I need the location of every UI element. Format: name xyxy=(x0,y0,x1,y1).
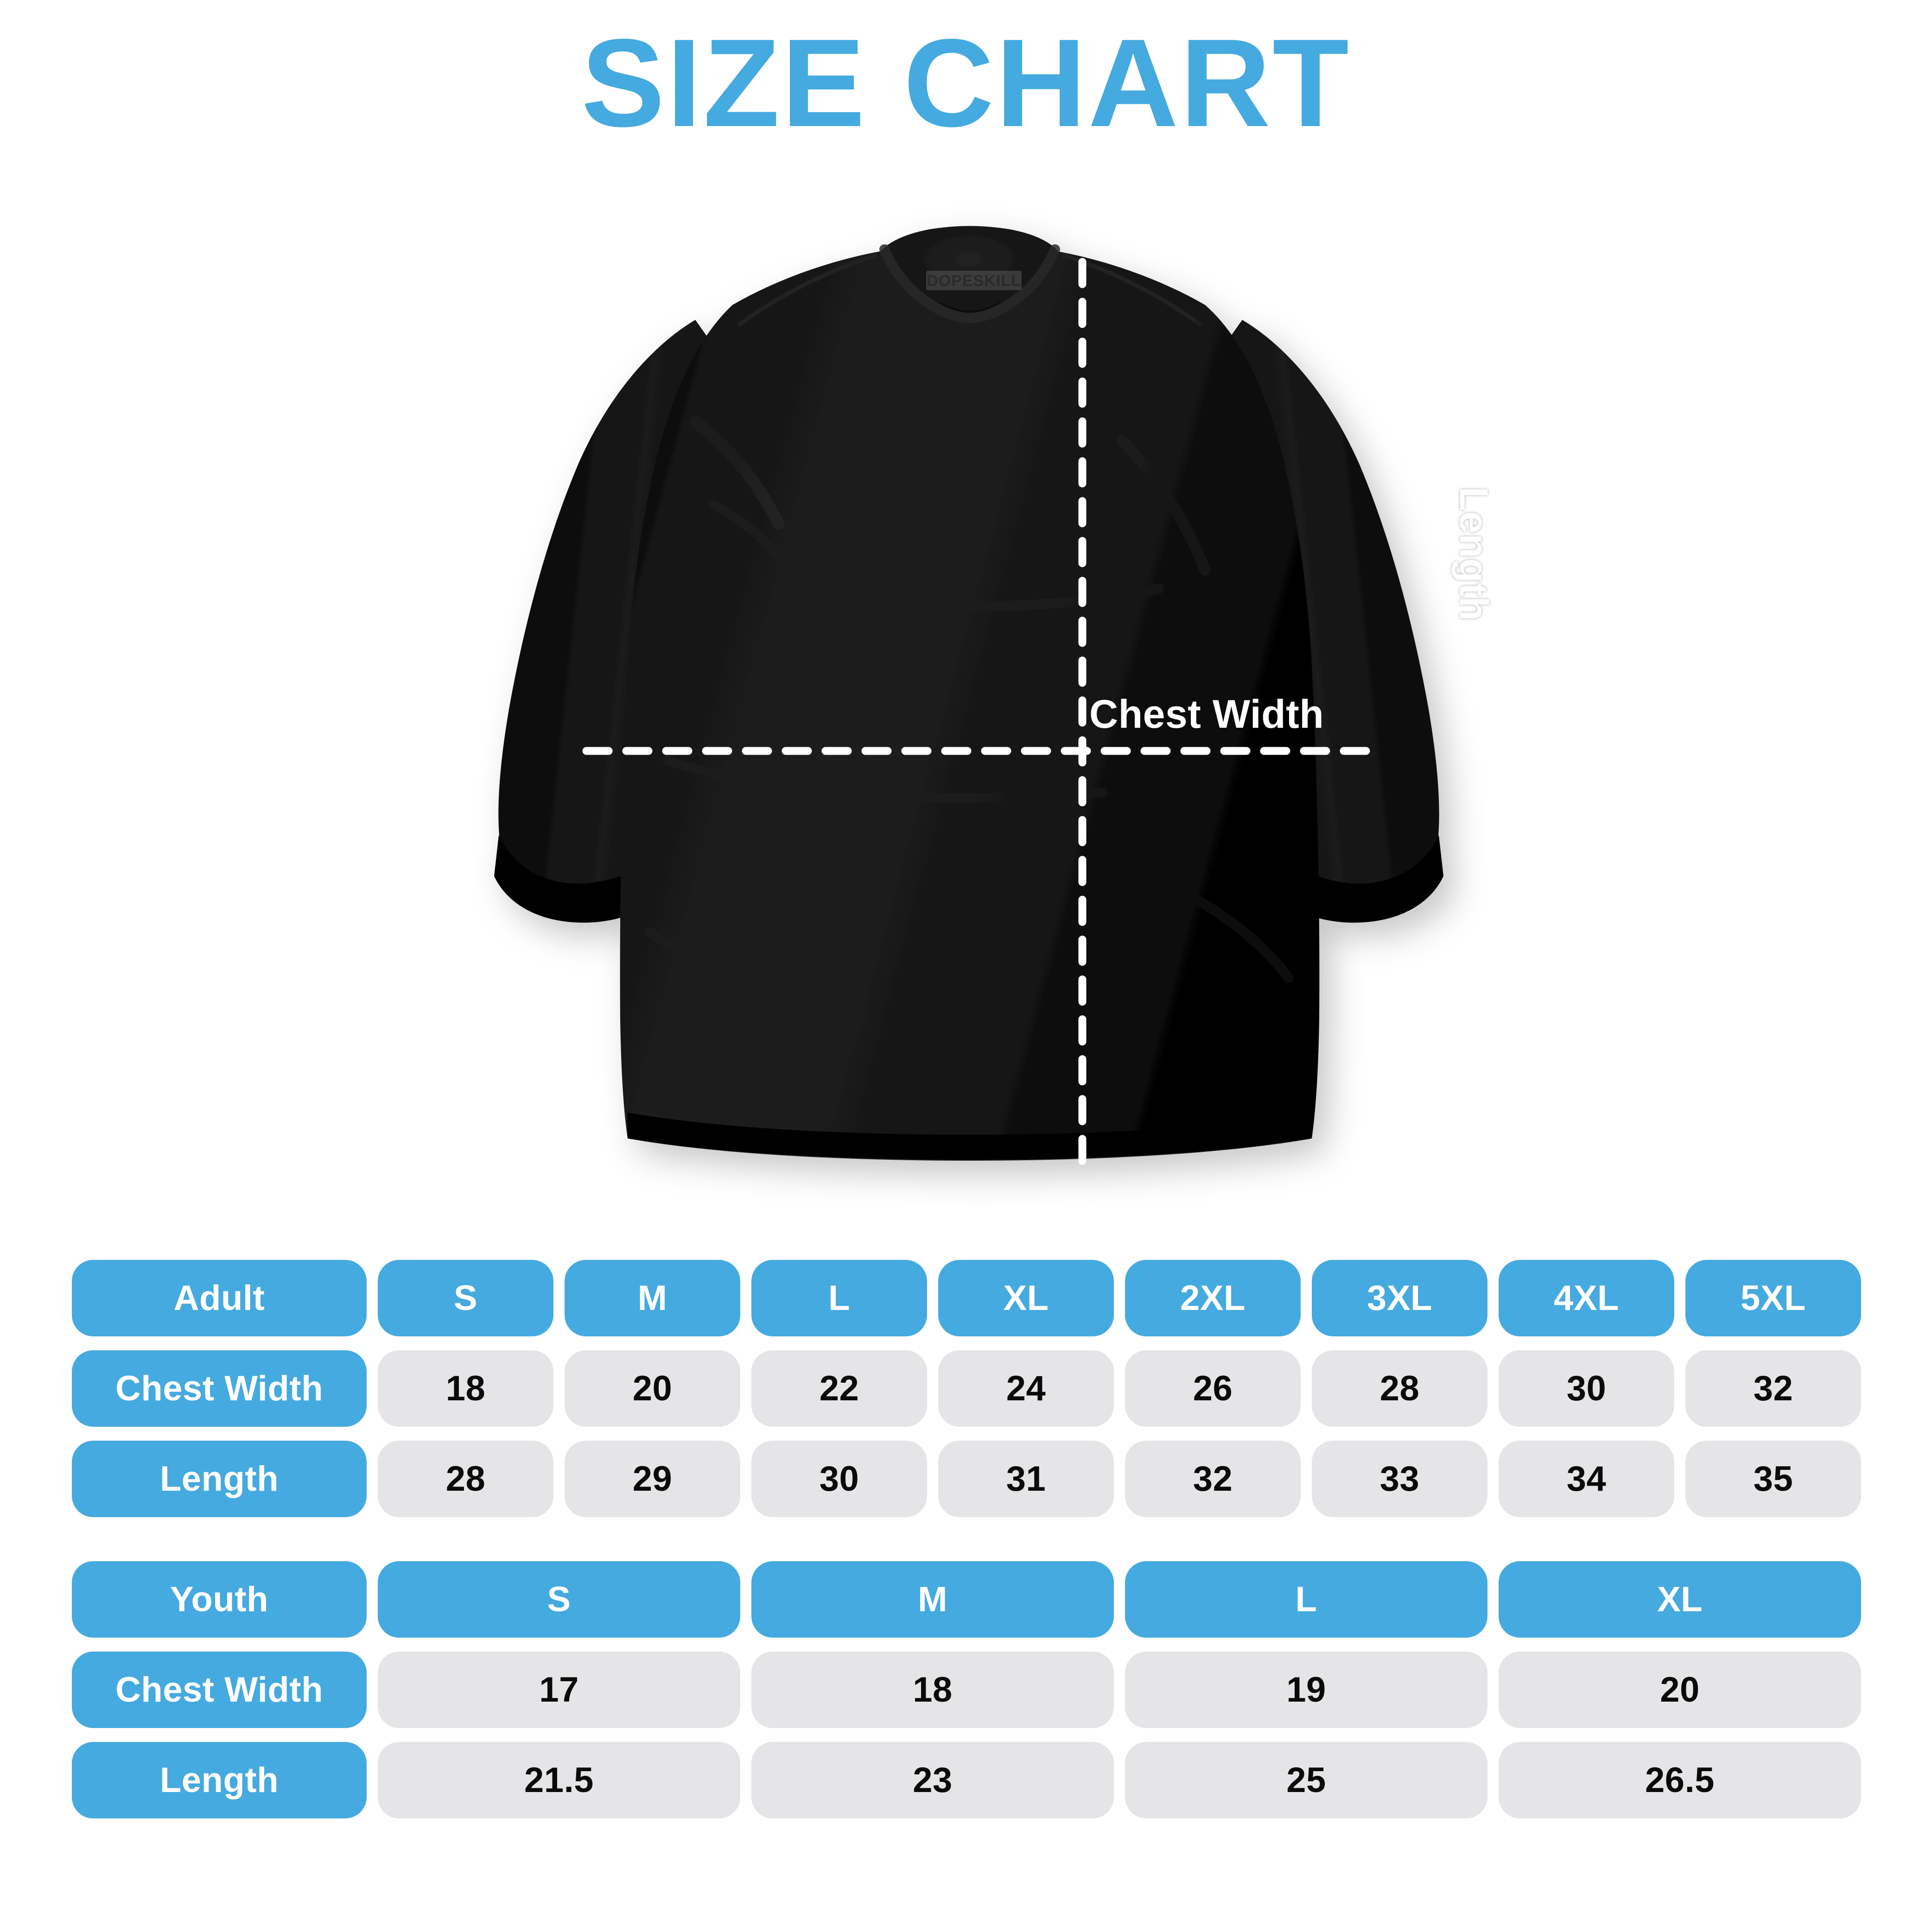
adult-chest-width-3xl: 28 xyxy=(1312,1350,1487,1427)
adult-chest-width-m: 20 xyxy=(565,1350,740,1427)
adult-chest-width-xl: 24 xyxy=(938,1350,1114,1427)
adult-length-4xl: 34 xyxy=(1499,1441,1674,1517)
youth-chest-width-label: Chest Width xyxy=(72,1652,367,1728)
youth-size-header-s[interactable]: S xyxy=(378,1561,740,1638)
youth-chest-width-xl: 20 xyxy=(1499,1652,1861,1728)
youth-table-title: Youth xyxy=(72,1561,367,1638)
youth-chest-width-row: Chest Width 17 18 19 20 xyxy=(72,1652,1861,1728)
adult-length-5xl: 35 xyxy=(1685,1441,1861,1517)
youth-header-row: Youth S M L XL xyxy=(72,1561,1861,1638)
adult-length-2xl: 32 xyxy=(1125,1441,1301,1517)
adult-chest-width-4xl: 30 xyxy=(1499,1350,1674,1427)
adult-length-l: 30 xyxy=(751,1441,927,1517)
youth-chest-width-m: 18 xyxy=(751,1652,1114,1728)
adult-size-header-4xl[interactable]: 4XL xyxy=(1499,1260,1674,1336)
adult-length-label: Length xyxy=(72,1441,367,1517)
youth-length-label: Length xyxy=(72,1742,367,1818)
adult-length-3xl: 33 xyxy=(1312,1441,1487,1517)
youth-size-header-xl[interactable]: XL xyxy=(1499,1561,1861,1638)
adult-length-xl: 31 xyxy=(938,1441,1114,1517)
chest-width-label: Chest Width xyxy=(1089,692,1324,737)
adult-size-header-5xl[interactable]: 5XL xyxy=(1685,1260,1861,1336)
adult-length-row: Length 28 29 30 31 32 33 34 35 xyxy=(72,1441,1861,1517)
adult-length-s: 28 xyxy=(378,1441,553,1517)
youth-chest-width-s: 17 xyxy=(378,1652,740,1728)
adult-length-m: 29 xyxy=(565,1441,740,1517)
adult-table-title: Adult xyxy=(72,1260,367,1336)
adult-size-header-3xl[interactable]: 3XL xyxy=(1312,1260,1487,1336)
youth-length-s: 21.5 xyxy=(378,1742,740,1818)
adult-chest-width-s: 18 xyxy=(378,1350,553,1427)
adult-size-header-xl[interactable]: XL xyxy=(938,1260,1114,1336)
page-title: SIZE CHART xyxy=(581,13,1351,153)
youth-size-table: Youth S M L XL Chest Width 17 18 19 20 L… xyxy=(72,1561,1861,1818)
adult-size-header-l[interactable]: L xyxy=(751,1260,927,1336)
adult-chest-width-2xl: 26 xyxy=(1125,1350,1301,1427)
adult-size-header-2xl[interactable]: 2XL xyxy=(1125,1260,1301,1336)
svg-text:DOPESKILL: DOPESKILL xyxy=(927,272,1021,290)
youth-length-l: 25 xyxy=(1125,1742,1487,1818)
adult-size-header-s[interactable]: S xyxy=(378,1260,553,1336)
adult-chest-width-label: Chest Width xyxy=(72,1350,367,1427)
youth-size-header-l[interactable]: L xyxy=(1125,1561,1487,1638)
adult-chest-width-row: Chest Width 18 20 22 24 26 28 30 32 xyxy=(72,1350,1861,1427)
youth-chest-width-l: 19 xyxy=(1125,1652,1487,1728)
neck-tag: DOPESKILL xyxy=(926,271,1022,290)
garment-illustration: DOPESKILL Chest Width Length xyxy=(408,181,1530,1210)
adult-size-table: Adult S M L XL 2XL 3XL 4XL 5XL Chest Wid… xyxy=(72,1260,1861,1517)
youth-length-m: 23 xyxy=(751,1742,1114,1818)
adult-chest-width-5xl: 32 xyxy=(1685,1350,1861,1427)
youth-size-header-m[interactable]: M xyxy=(751,1561,1114,1638)
youth-length-xl: 26.5 xyxy=(1499,1742,1861,1818)
adult-size-header-m[interactable]: M xyxy=(565,1260,740,1336)
length-label: Length xyxy=(1451,487,1496,621)
adult-chest-width-l: 22 xyxy=(751,1350,927,1427)
youth-length-row: Length 21.5 23 25 26.5 xyxy=(72,1742,1861,1818)
adult-header-row: Adult S M L XL 2XL 3XL 4XL 5XL xyxy=(72,1260,1861,1336)
